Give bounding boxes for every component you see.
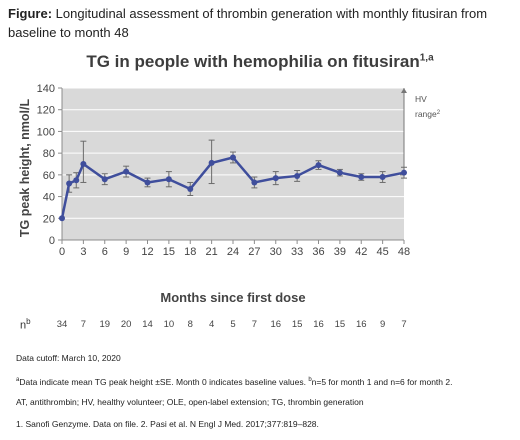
data-point [336,169,343,176]
n-value: 16 [356,319,367,330]
data-point [59,215,65,222]
n-value: 7 [81,319,86,330]
data-point [165,176,172,183]
x-tick-label: 15 [163,246,175,258]
y-tick-label: 140 [37,83,55,95]
n-value: 34 [57,319,68,330]
y-tick-label: 60 [43,170,55,182]
data-point [66,180,73,187]
hv-range-superscript: 2 [437,110,441,116]
n-value: 16 [270,319,281,330]
y-tick-label: 100 [37,126,55,138]
footnote-a-text-2: n=5 for month 1 and n=6 for month 2. [311,376,453,387]
x-tick-label: 3 [80,246,86,258]
x-tick-label: 48 [398,246,410,258]
n-value: 4 [209,319,214,330]
n-value: 15 [335,319,346,330]
n-label-superscript: b [26,317,31,326]
x-tick-label: 21 [206,246,218,258]
data-point [315,162,322,169]
data-point [73,177,80,184]
footnote-b-marker: b [308,377,312,383]
x-tick-label: 27 [248,246,260,258]
data-point [379,174,386,181]
data-point [251,179,258,186]
footnote-a-text-1: Data indicate mean TG peak height ±SE. M… [19,376,309,387]
y-tick-label: 120 [37,105,55,117]
data-point [294,172,301,179]
x-tick-label: 12 [141,246,153,258]
footnote-a: aData indicate mean TG peak height ±SE. … [16,374,516,396]
n-value: 10 [164,319,175,330]
n-value: 8 [188,319,193,330]
x-tick-label: 39 [334,246,346,258]
n-label-text: n [20,319,27,332]
n-value: 15 [292,319,303,330]
data-point [358,174,365,181]
x-tick-label: 0 [59,246,65,258]
data-point [144,179,151,186]
hv-range-arrowhead [401,88,407,93]
x-tick-label: 18 [184,246,196,258]
x-tick-label: 30 [270,246,282,258]
x-tick-label: 36 [312,246,324,258]
x-tick-label: 24 [227,246,239,258]
figure-caption: Figure: Longitudinal assessment of throm… [8,4,514,42]
n-value: 5 [230,319,235,330]
n-value: 7 [401,319,406,330]
data-point [272,175,279,182]
x-tick-label: 45 [377,246,389,258]
x-tick-label: 42 [355,246,367,258]
abbreviations-note: AT, antithrombin; HV, healthy volunteer;… [16,397,364,407]
y-tick-label: 80 [43,148,55,160]
y-tick-label: 20 [43,213,55,225]
n-value: 20 [121,319,132,330]
x-tick-label: 33 [291,246,303,258]
y-axis-label: TG peak height, nmol/L [18,99,32,238]
data-point [101,176,108,183]
n-value: 14 [142,319,153,330]
data-point [230,154,236,161]
references-note: 1. Sanofi Genzyme. Data on file. 2. Pasi… [16,419,319,429]
data-point [401,169,407,176]
data-cutoff-note: Data cutoff: March 10, 2020 [16,353,121,363]
data-point [80,161,87,167]
x-axis-label: Months since first dose [160,290,305,305]
figure-caption-label: Figure: [8,6,53,21]
n-value: 7 [252,319,257,330]
plot-area [62,88,404,240]
n-value: 19 [99,319,110,330]
hv-range-label-line2: range2 [415,109,441,119]
n-value: 16 [313,319,324,330]
y-tick-label: 0 [49,235,55,247]
data-point [187,185,194,192]
x-tick-label: 9 [123,246,129,258]
data-point [123,168,130,175]
chart-title-text: TG in people with hemophilia on fitusira… [86,52,420,71]
footnote-a-marker: a [16,377,20,383]
n-value: 9 [380,319,385,330]
chart-title-superscript: 1,a [419,52,434,64]
data-point [208,159,215,166]
x-tick-label: 6 [102,246,108,258]
chart-title: TG in people with hemophilia on fitusira… [0,52,520,72]
hv-range-label-line1: HV [415,94,427,104]
y-tick-label: 40 [43,192,55,204]
figure-caption-text: Longitudinal assessment of thrombin gene… [8,6,488,40]
footnotes: Data cutoff: March 10, 2020 aData indica… [16,352,516,440]
n-label: nb [20,317,31,332]
